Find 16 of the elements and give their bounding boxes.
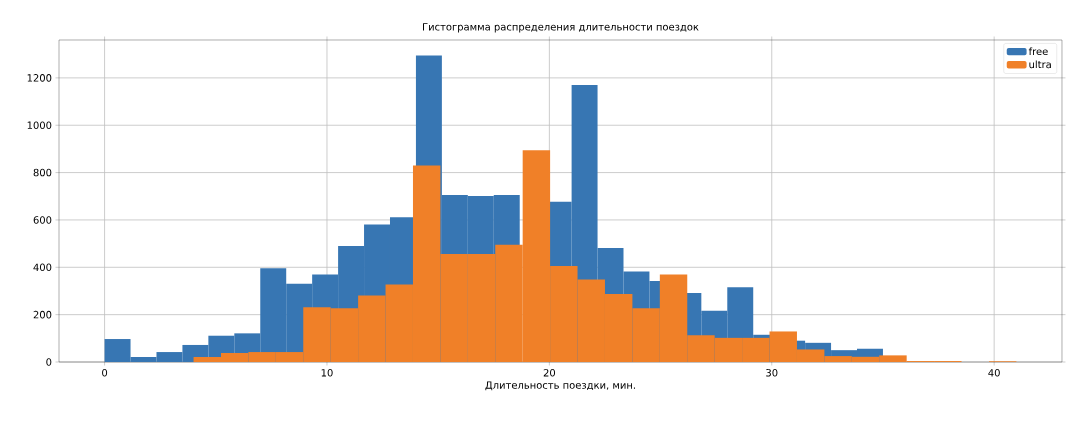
y-tick-label: 400 [33,263,52,272]
chart-title: Гистограмма распределения длительности поездок [423,23,699,33]
x-tick-label: 10 [321,369,333,377]
legend-label: free [1028,47,1048,56]
y-tick-label: 600 [33,216,52,224]
x-tick-label: 30 [766,369,778,377]
y-tick-label: 1200 [27,74,52,82]
x-axis-title: Длительность поездки, мин. [485,381,635,391]
y-tick-label: 800 [33,168,52,177]
legend-label: ultra [1029,60,1051,69]
x-tick-label: 0 [102,369,108,377]
y-tick-label: 1000 [27,121,52,129]
y-tick-label: 0 [46,358,52,366]
y-tick-label: 200 [33,310,52,319]
x-tick-label: 40 [988,369,1000,377]
x-tick-label: 20 [543,369,556,377]
